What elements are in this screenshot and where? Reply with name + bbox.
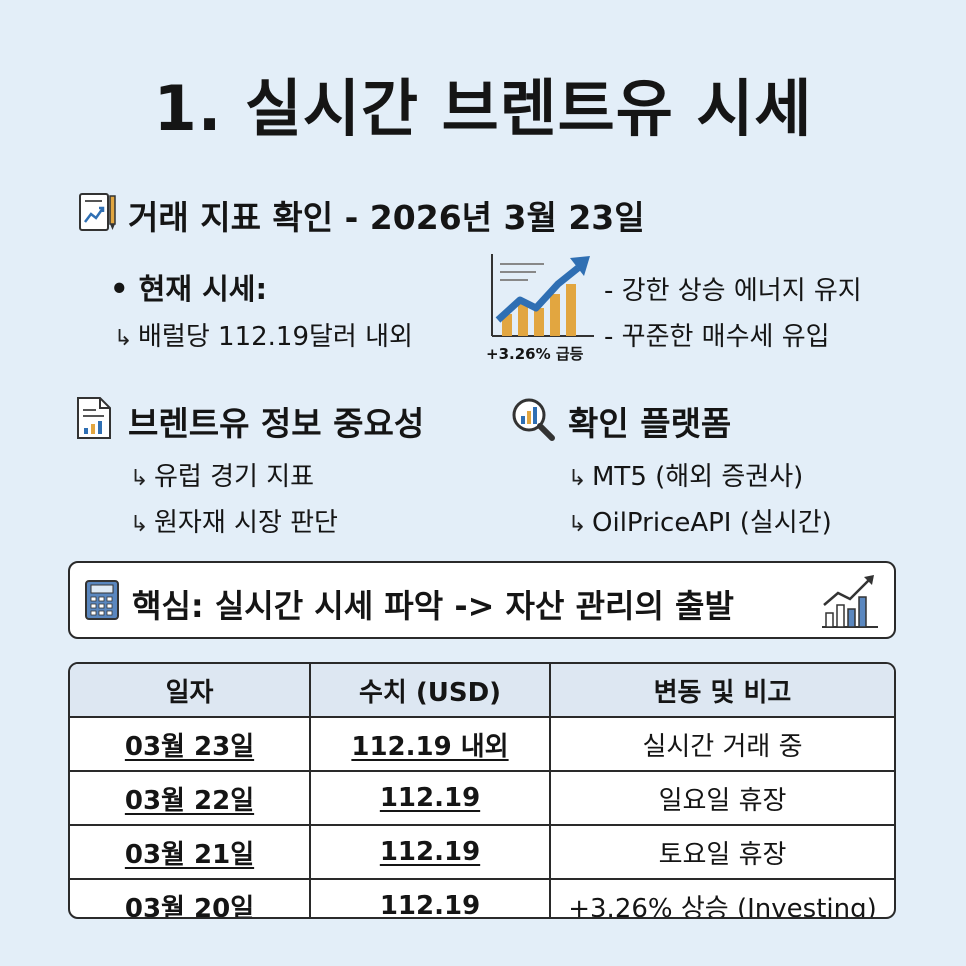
price-table: 일자 수치 (USD) 변동 및 비고 03월 23일 112.19 내외 실시…	[68, 662, 896, 919]
value-link[interactable]: 112.19 내외	[351, 731, 509, 762]
arrow-branch-icon: ↳	[568, 466, 587, 491]
platform-item-2-text: OilPriceAPI (실시간)	[592, 508, 832, 538]
trend-caption: +3.26% 급등	[486, 345, 584, 363]
calculator-icon	[84, 579, 120, 621]
current-price-label: • 현재 시세:	[110, 266, 267, 308]
arrow-branch-icon: ↳	[130, 466, 149, 491]
key-point-box: 핵심: 실시간 시세 파악 -> 자산 관리의 출발	[68, 561, 896, 639]
date-link[interactable]: 03월 21일	[124, 839, 255, 870]
value-link[interactable]: 112.19	[379, 783, 481, 813]
table-row: 03월 20일 112.19 +3.26% 상승 (Investing)	[70, 879, 894, 919]
current-price-label-text: 현재 시세:	[138, 272, 268, 306]
value-link[interactable]: 112.19	[379, 837, 481, 867]
magnifier-chart-icon	[510, 396, 556, 442]
cell-value: 112.19	[310, 825, 551, 880]
indicator-heading: 거래 지표 확인 - 2026년 3월 23일	[128, 198, 645, 237]
date-link[interactable]: 03월 22일	[124, 785, 255, 816]
arrow-return-icon: ↳	[568, 512, 587, 537]
table-row: 03월 21일 112.19 토요일 휴장	[70, 825, 894, 880]
header-date: 일자	[70, 664, 311, 718]
growth-chart-icon	[820, 571, 880, 629]
page-title: 1. 실시간 브렌트유 시세	[153, 72, 813, 145]
arrow-return-icon: ↳	[114, 326, 133, 351]
report-chart-icon	[76, 190, 120, 234]
cell-note: 실시간 거래 중	[550, 717, 894, 772]
key-point-text: 핵심: 실시간 시세 파악 -> 자산 관리의 출발	[132, 587, 734, 625]
cell-note: +3.26% 상승 (Investing)	[568, 893, 877, 919]
importance-item-1-text: 유럽 경기 지표	[154, 462, 315, 492]
header-note: 변동 및 비고	[550, 664, 894, 718]
cell-note: 토요일 휴장	[550, 825, 894, 880]
cell-value: 112.19 내외	[310, 717, 551, 772]
price-table-grid: 일자 수치 (USD) 변동 및 비고 03월 23일 112.19 내외 실시…	[70, 664, 894, 919]
rising-chart-icon	[488, 250, 598, 338]
document-chart-icon	[74, 396, 114, 440]
bullet: •	[110, 272, 129, 306]
date-link[interactable]: 03월 20일	[124, 893, 255, 919]
cell-note: 일요일 휴장	[550, 771, 894, 826]
importance-item-1: ↳ 유럽 경기 지표	[130, 456, 314, 493]
current-price-value-text: 배럴당 112.19달러 내외	[138, 322, 413, 352]
table-header-row: 일자 수치 (USD) 변동 및 비고	[70, 664, 894, 718]
table-row: 03월 22일 112.19 일요일 휴장	[70, 771, 894, 826]
cell-date: 03월 22일	[70, 771, 311, 826]
platforms-heading: 확인 플랫폼	[568, 404, 732, 443]
trend-note-2: - 꾸준한 매수세 유입	[604, 322, 830, 352]
arrow-return-icon: ↳	[130, 512, 149, 537]
cell-date: 03월 21일	[70, 825, 311, 880]
platform-item-1: ↳ MT5 (해외 증권사)	[568, 456, 803, 493]
current-price-value: ↳ 배럴당 112.19달러 내외	[114, 316, 413, 353]
trend-note-1: - 강한 상승 에너지 유지	[604, 276, 862, 306]
cell-value: 112.19	[310, 771, 551, 826]
platform-item-2: ↳ OilPriceAPI (실시간)	[568, 502, 832, 539]
value-link[interactable]: 112.19	[379, 891, 481, 919]
cell-date: 03월 23일	[70, 717, 311, 772]
cell-date: 03월 20일	[70, 879, 311, 919]
cell-value: 112.19	[310, 879, 551, 919]
importance-item-2: ↳ 원자재 시장 판단	[130, 502, 338, 539]
importance-item-2-text: 원자재 시장 판단	[154, 508, 338, 538]
platform-item-1-text: MT5 (해외 증권사)	[592, 462, 804, 492]
importance-heading: 브렌트유 정보 중요성	[128, 404, 425, 443]
header-value: 수치 (USD)	[310, 664, 551, 718]
date-link[interactable]: 03월 23일	[124, 731, 255, 762]
table-row: 03월 23일 112.19 내외 실시간 거래 중	[70, 717, 894, 772]
